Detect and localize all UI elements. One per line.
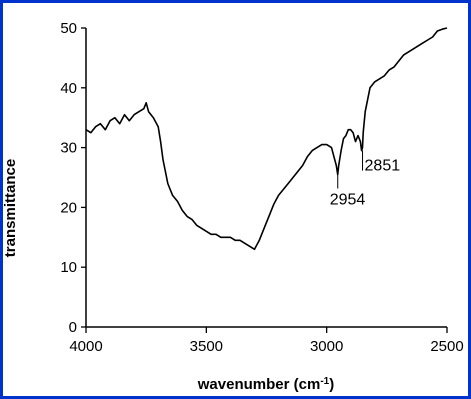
y-tick-label: 10 <box>60 259 77 276</box>
x-axis-title: wavenumber (cm-1) <box>197 376 334 394</box>
y-tick-label: 30 <box>60 140 77 157</box>
y-tick-label: 40 <box>60 80 77 97</box>
tick-labels: 0 10 20 30 40 50 4000 3500 3000 2500 <box>60 20 463 355</box>
y-tick-label: 50 <box>60 20 77 37</box>
x-tick-label: 2500 <box>430 338 463 355</box>
peak-annotations: 2954 2851 <box>330 150 401 209</box>
x-tick-label: 4000 <box>69 338 102 355</box>
spectrum-line <box>85 27 448 251</box>
peak-label-2954: 2954 <box>330 192 366 209</box>
x-axis-title-close: ) <box>329 376 334 393</box>
axes <box>85 28 447 328</box>
y-tick-label: 20 <box>60 199 77 216</box>
y-axis-title: transmittance <box>2 159 19 257</box>
ticks <box>81 27 448 333</box>
x-axis-title-main: wavenumber (cm <box>197 376 321 393</box>
x-tick-label: 3500 <box>190 338 223 355</box>
x-tick-label: 3000 <box>310 338 343 355</box>
y-tick-label: 0 <box>69 319 77 336</box>
peak-label-2851: 2851 <box>365 158 401 175</box>
x-axis-title-superscript: -1 <box>320 376 329 387</box>
